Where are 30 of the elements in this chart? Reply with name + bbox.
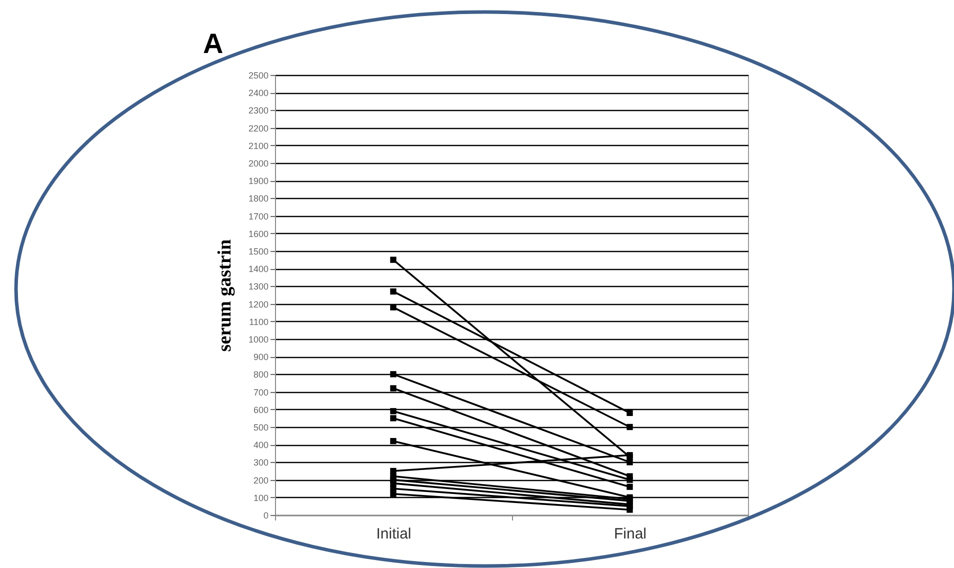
y-tick-label: 500	[253, 422, 268, 432]
y-tick-label: 400	[253, 440, 268, 450]
y-tick-label: 700	[253, 387, 268, 398]
y-tick-label: 1100	[249, 316, 268, 327]
y-tick-label: 1900	[248, 176, 268, 186]
y-tick-label: 1500	[248, 246, 268, 256]
y-tick-label: 1600	[248, 228, 268, 239]
y-tick-label: 2400	[248, 88, 268, 98]
y-tick-label: 100	[253, 492, 268, 503]
y-tick-label: 1300	[248, 282, 268, 292]
y-tick-label: 1700	[248, 211, 268, 222]
y-tick-label: 300	[253, 458, 268, 468]
y-tick-label: 2100	[248, 140, 268, 151]
y-tick-label: 900	[253, 352, 268, 362]
y-axis-title: serum gastrin	[214, 238, 236, 352]
y-tick-label: 200	[253, 475, 268, 486]
y-tick-label: 2000	[248, 158, 268, 168]
x-tick-label: Initial	[376, 526, 412, 542]
y-tick-label: 2500	[248, 70, 268, 80]
text: A	[203, 28, 224, 60]
y-tick-label: 600	[253, 404, 268, 415]
y-tick-label: 2300	[248, 106, 268, 116]
y-tick-label: 1800	[248, 194, 268, 204]
y-tick-label: 1200	[248, 299, 268, 310]
y-tick-label: 1400	[248, 264, 268, 274]
y-tick-label: 1000	[248, 334, 268, 344]
y-tick-label: 800	[253, 370, 268, 380]
y-tick-label: 0	[263, 510, 268, 520]
y-tick-label: 2200	[248, 123, 268, 134]
x-tick-label: Final	[614, 526, 647, 542]
